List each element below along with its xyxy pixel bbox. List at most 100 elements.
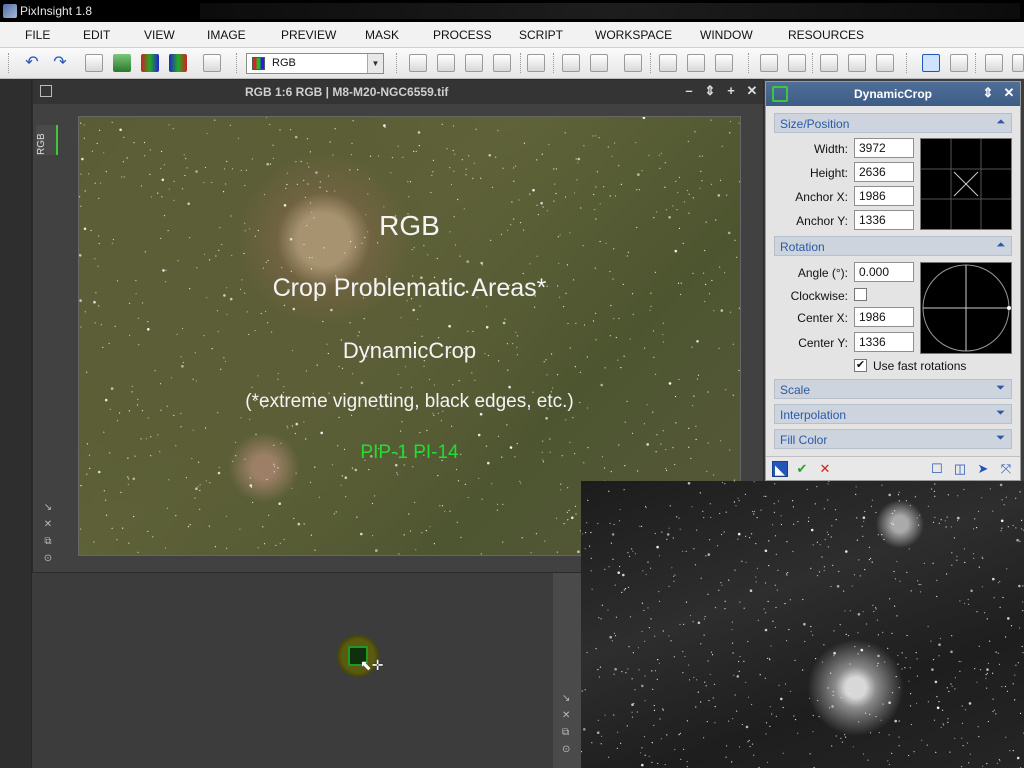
- zoom-fit-icon[interactable]: ↘: [562, 693, 571, 704]
- menu-process[interactable]: PROCESS: [433, 28, 492, 42]
- shade-icon[interactable]: ⇕: [982, 85, 994, 100]
- process-cancel-icon[interactable]: [715, 54, 733, 72]
- crop-icon: [348, 646, 368, 666]
- center-y-field[interactable]: 1336: [854, 332, 914, 352]
- zoom-preview-icon[interactable]: [527, 54, 545, 72]
- rotation-dial[interactable]: [920, 262, 1012, 354]
- clockwise-checkbox[interactable]: [854, 288, 867, 301]
- angle-label: Angle (°):: [797, 266, 848, 280]
- expand-icon[interactable]: ⏷: [996, 407, 1005, 419]
- channel-select-value: RGB: [272, 57, 296, 69]
- channel-select[interactable]: RGB ▼: [246, 53, 384, 74]
- mask-invert-icon[interactable]: [624, 54, 642, 72]
- reset-preview-icon[interactable]: [493, 54, 511, 72]
- preferences-icon[interactable]: ◫: [953, 461, 967, 476]
- anchor-y-field[interactable]: 1336: [854, 210, 914, 230]
- mask-show-icon[interactable]: [590, 54, 608, 72]
- chevron-down-icon[interactable]: ▼: [367, 54, 383, 73]
- overlay-subheading: Crop Problematic Areas*: [272, 274, 547, 302]
- new-image-icon[interactable]: [85, 54, 103, 72]
- panel-titlebar[interactable]: DynamicCrop ⇕ ✕: [766, 82, 1020, 106]
- minimize-icon[interactable]: –: [685, 83, 693, 98]
- redo-icon[interactable]: ↷: [53, 54, 67, 71]
- zoom-icon[interactable]: ✕: [562, 710, 571, 721]
- mask-icon[interactable]: [562, 54, 580, 72]
- section-rotation[interactable]: Rotation ⏶: [774, 236, 1012, 256]
- section-interpolation[interactable]: Interpolation ⏷: [774, 404, 1012, 424]
- anchor-grid[interactable]: [920, 138, 1012, 230]
- rgb-channel-icon: [252, 57, 265, 70]
- copy-view-icon[interactable]: ⧉: [44, 536, 52, 547]
- angle-field[interactable]: 0.000: [854, 262, 914, 282]
- undo-icon[interactable]: ↶: [25, 54, 39, 71]
- fast-rotations-checkbox[interactable]: ✔: [854, 359, 867, 372]
- target-icon[interactable]: ⊙: [43, 553, 53, 564]
- zoom-fit-icon[interactable]: ↘: [43, 502, 53, 513]
- copy-view-icon[interactable]: ⧉: [562, 727, 570, 738]
- workspace-icon[interactable]: [985, 54, 1003, 72]
- execute-icon[interactable]: ✔: [796, 461, 808, 476]
- more-icon[interactable]: [1012, 54, 1024, 72]
- edit-preview-icon[interactable]: [437, 54, 455, 72]
- center-y-label: Center Y:: [798, 336, 848, 350]
- view-tab-rgb[interactable]: RGB: [36, 125, 58, 155]
- width-field[interactable]: 3972: [854, 138, 914, 158]
- mono-image-canvas[interactable]: [581, 481, 1024, 768]
- section-size-position[interactable]: Size/Position ⏶: [774, 113, 1012, 133]
- height-field[interactable]: 2636: [854, 162, 914, 182]
- zoom-icon[interactable]: ✕: [43, 519, 53, 530]
- image-window-titlebar[interactable]: RGB 1:6 RGB | M8-M20-NGC6559.tif – ⇕ + ✕: [33, 80, 763, 104]
- format-explorer-icon[interactable]: [876, 54, 894, 72]
- process-redo-icon[interactable]: [687, 54, 705, 72]
- menu-resources[interactable]: RESOURCES: [788, 28, 865, 42]
- split-rgb-icon[interactable]: [141, 54, 159, 72]
- menu-view[interactable]: VIEW: [144, 28, 175, 42]
- new-instance-icon[interactable]: ◣: [772, 461, 788, 477]
- delete-preview-icon[interactable]: [465, 54, 483, 72]
- maximize-icon[interactable]: +: [727, 83, 735, 98]
- menu-mask[interactable]: MASK: [365, 28, 400, 42]
- menu-bar: FILE EDIT VIEW IMAGE PREVIEW MASK PROCES…: [0, 22, 1024, 48]
- section-fill-color[interactable]: Fill Color ⏷: [774, 429, 1012, 449]
- new-preview-icon[interactable]: [409, 54, 427, 72]
- explorer-icon[interactable]: [788, 54, 806, 72]
- open-icon[interactable]: [113, 54, 131, 72]
- close-icon[interactable]: ✕: [746, 83, 758, 98]
- console-icon[interactable]: [848, 54, 866, 72]
- menu-workspace[interactable]: WORKSPACE: [595, 28, 673, 42]
- overlay-tag: PIP-1 PI-14: [360, 442, 459, 463]
- shade-icon[interactable]: ⇕: [704, 83, 716, 98]
- process-icon[interactable]: [659, 54, 677, 72]
- image-window[interactable]: RGB 1:6 RGB | M8-M20-NGC6559.tif – ⇕ + ✕…: [32, 79, 764, 573]
- center-x-field[interactable]: 1986: [854, 307, 914, 327]
- collapse-icon[interactable]: ⏶: [996, 116, 1005, 128]
- display-24bit-icon[interactable]: [950, 54, 968, 72]
- layout-icon[interactable]: [760, 54, 778, 72]
- menu-edit[interactable]: EDIT: [83, 28, 111, 42]
- reset-icon[interactable]: ⤧: [1000, 461, 1012, 476]
- menu-preview[interactable]: PREVIEW: [281, 28, 337, 42]
- merge-rgb-icon[interactable]: [169, 54, 187, 72]
- dynamic-crop-process-icon[interactable]: [337, 635, 379, 677]
- overlay-process-name: DynamicCrop: [342, 338, 477, 363]
- expand-icon[interactable]: ⏷: [996, 382, 1005, 394]
- target-icon[interactable]: ⊙: [562, 744, 571, 755]
- section-scale[interactable]: Scale ⏷: [774, 379, 1012, 399]
- menu-window[interactable]: WINDOW: [700, 28, 753, 42]
- display-icon[interactable]: [922, 54, 940, 72]
- menu-script[interactable]: SCRIPT: [519, 28, 564, 42]
- close-icon[interactable]: ✕: [1003, 85, 1015, 100]
- collapse-icon[interactable]: ⏶: [996, 239, 1005, 251]
- dynamic-crop-panel[interactable]: DynamicCrop ⇕ ✕ Size/Position ⏶ Width: 3…: [765, 81, 1021, 481]
- menu-image[interactable]: IMAGE: [207, 28, 246, 42]
- section-label: Rotation: [780, 240, 825, 254]
- cancel-icon[interactable]: ✕: [819, 461, 831, 476]
- track-view-icon[interactable]: ➤: [977, 461, 989, 476]
- anchor-x-field[interactable]: 1986: [854, 186, 914, 206]
- menu-file[interactable]: FILE: [25, 28, 51, 42]
- new-window-icon[interactable]: [203, 54, 221, 72]
- expand-icon[interactable]: ⏷: [996, 432, 1005, 444]
- panel-title: DynamicCrop: [853, 87, 933, 101]
- browse-documentation-icon[interactable]: ☐: [931, 461, 943, 476]
- history-icon[interactable]: [820, 54, 838, 72]
